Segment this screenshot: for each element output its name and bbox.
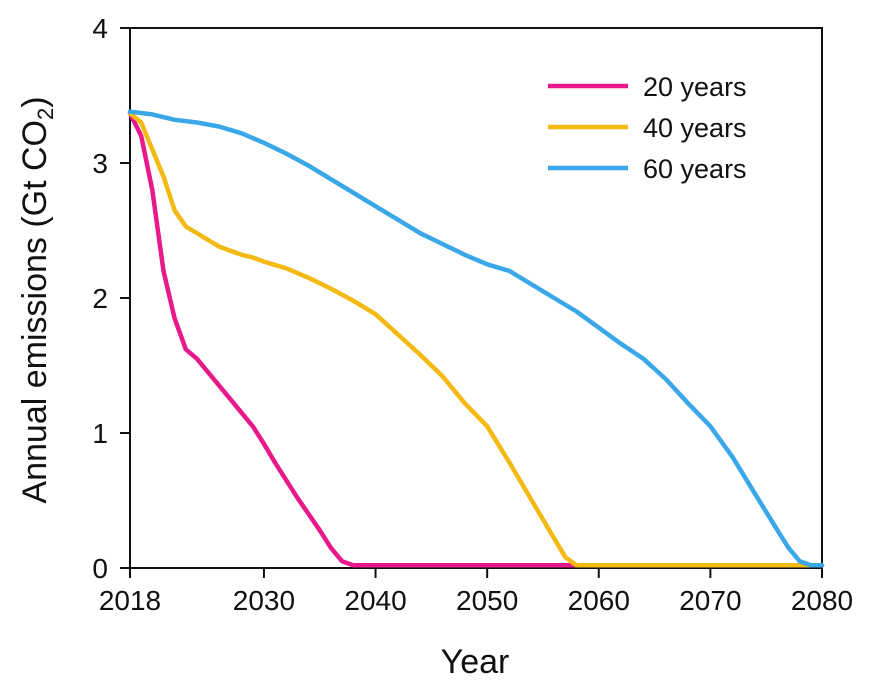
y-axis-title-close: ) <box>16 96 54 107</box>
y-axis-title: Annual emissions (Gt CO2) <box>16 96 58 503</box>
legend: 20 years 40 years 60 years <box>548 72 747 184</box>
x-tick-label: 2080 <box>791 585 853 616</box>
series-line-40-years <box>127 110 825 568</box>
y-axis-title-main: Annual emissions (Gt CO <box>16 120 54 504</box>
x-axis-title: Year <box>441 643 510 681</box>
series-line-60-years <box>127 109 825 568</box>
plot-border <box>129 27 823 569</box>
series-layer <box>127 109 825 568</box>
x-tick-label: 2060 <box>568 585 630 616</box>
x-tick-label: 2070 <box>679 585 741 616</box>
y-tick-label: 3 <box>92 148 108 179</box>
plot-frame <box>129 27 823 569</box>
y-tick-label: 2 <box>92 283 108 314</box>
y-axis: 0 1 2 3 4 <box>92 13 130 584</box>
y-tick-label: 4 <box>92 13 108 44</box>
series-line-20-years <box>127 110 825 568</box>
legend-label: 20 years <box>643 72 747 102</box>
legend-label: 40 years <box>643 113 747 143</box>
x-axis: 2018 2030 2040 2050 2060 2070 2080 <box>99 568 853 616</box>
x-tick-label: 2018 <box>99 585 161 616</box>
legend-label: 60 years <box>643 154 747 184</box>
x-tick-label: 2050 <box>456 585 518 616</box>
x-tick-label: 2030 <box>233 585 295 616</box>
x-tick-label: 2040 <box>344 585 406 616</box>
y-tick-label: 1 <box>92 418 108 449</box>
y-axis-title-subscript: 2 <box>33 108 58 120</box>
y-tick-label: 0 <box>92 553 108 584</box>
